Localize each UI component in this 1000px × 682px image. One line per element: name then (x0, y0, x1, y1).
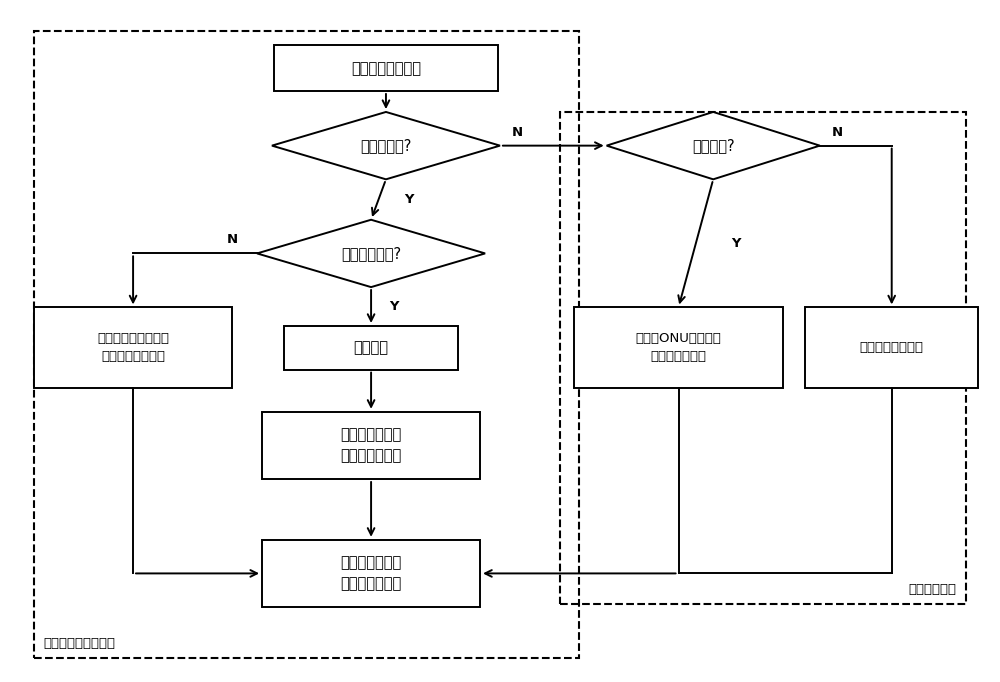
Text: 发布配电终端状
态异常告警信息: 发布配电终端状 态异常告警信息 (340, 555, 402, 591)
Bar (560, 112, 966, 604)
Bar (274, 45, 498, 91)
Text: N: N (832, 125, 843, 138)
Polygon shape (607, 112, 820, 179)
Bar (284, 326, 458, 370)
Bar (34, 31, 579, 657)
Text: Y: Y (731, 237, 741, 250)
Text: N: N (512, 125, 523, 138)
Bar (574, 308, 783, 388)
Bar (34, 308, 232, 388)
Text: Y: Y (404, 193, 413, 206)
Text: 通信正常?: 通信正常? (692, 138, 735, 153)
Polygon shape (272, 112, 500, 179)
Text: Y: Y (389, 300, 398, 313)
Bar (805, 308, 978, 388)
Bar (262, 539, 480, 607)
Text: 服务端口打开?: 服务端口打开? (341, 246, 401, 261)
Text: 报文异常: 报文异常 (354, 340, 389, 355)
Text: 通信网管平台: 通信网管平台 (908, 582, 956, 595)
Text: 网络状态通?: 网络状态通? (360, 138, 412, 153)
Text: 定位到ONU与配电终
端之间通信异常: 定位到ONU与配电终 端之间通信异常 (636, 332, 721, 364)
Text: 配电终端工况退出: 配电终端工况退出 (351, 61, 421, 76)
Polygon shape (257, 220, 485, 287)
Text: 检查配电终端对
报文的响应情况: 检查配电终端对 报文的响应情况 (340, 428, 402, 463)
Bar (262, 412, 480, 479)
Text: 配电自动化主站系统: 配电自动化主站系统 (44, 636, 116, 649)
Text: 通信节点故障定位: 通信节点故障定位 (860, 341, 924, 354)
Text: 重启配电终端，验证
配电终端服务状态: 重启配电终端，验证 配电终端服务状态 (97, 332, 169, 364)
Text: N: N (227, 233, 238, 246)
